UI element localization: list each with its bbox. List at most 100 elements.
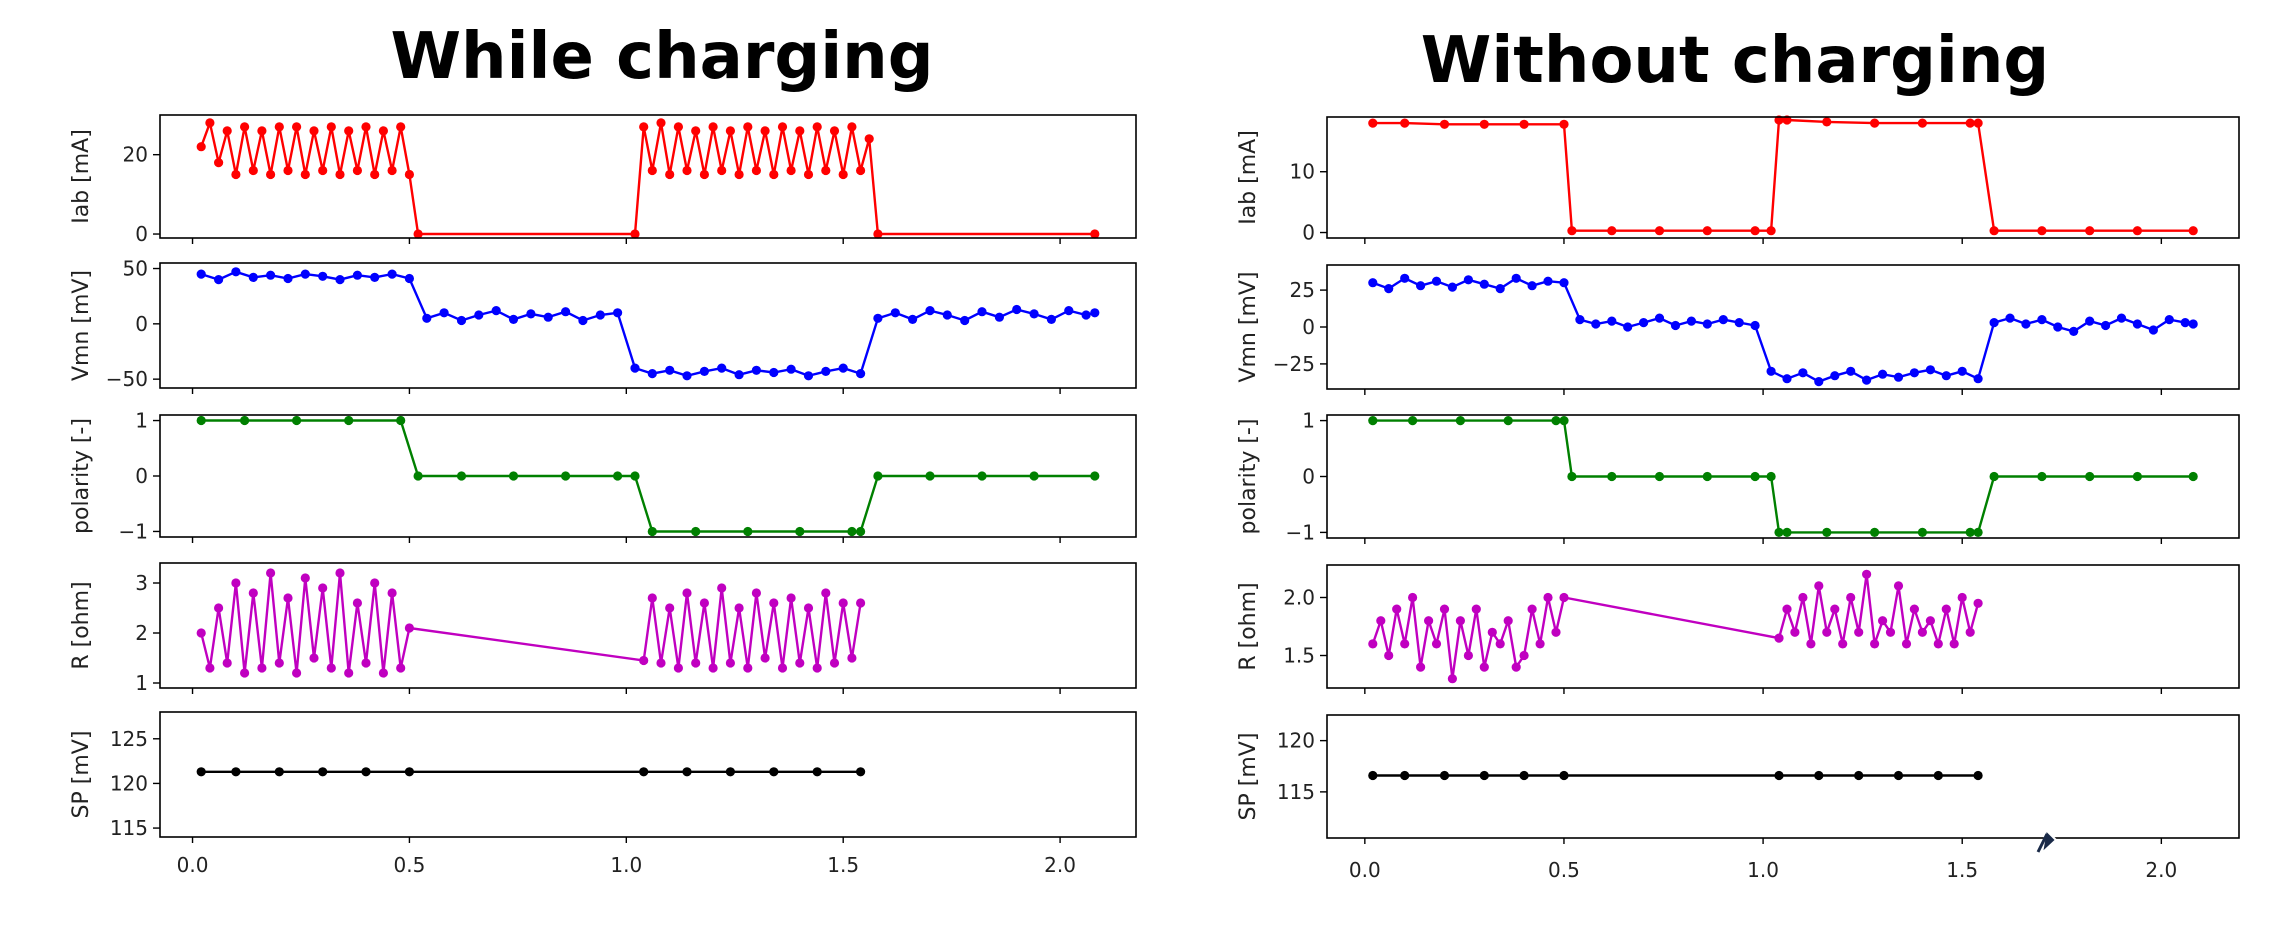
data-point	[734, 370, 744, 380]
data-point	[404, 623, 414, 633]
data-point	[1862, 569, 1872, 579]
y-tick-label: 0	[135, 312, 148, 336]
data-point	[821, 165, 831, 176]
x-tick-label: 0.5	[394, 853, 426, 877]
data-point	[2132, 319, 2142, 329]
y-tick-label: 0	[1302, 315, 1315, 339]
data-point	[1623, 322, 1633, 332]
y-tick-label: 115	[1277, 780, 1315, 804]
data-point	[1479, 279, 1489, 289]
y-axis-label: SP [mV]	[1236, 733, 1261, 821]
data-point	[2037, 226, 2047, 236]
data-point	[1846, 592, 1856, 603]
y-tick-label: 0	[135, 464, 148, 488]
data-point	[1893, 581, 1904, 591]
data-point	[743, 122, 753, 132]
data-point	[361, 122, 371, 132]
data-point	[1989, 471, 1999, 482]
data-point	[2085, 226, 2095, 236]
data-point	[1519, 119, 1529, 129]
data-point	[1408, 592, 1418, 603]
left-figure-title: While charging	[390, 20, 933, 94]
axes-frame	[159, 114, 1137, 239]
data-point	[231, 578, 241, 588]
data-point	[1368, 639, 1378, 649]
data-point	[1989, 226, 1999, 236]
data-point	[292, 122, 302, 132]
data-point	[760, 126, 770, 136]
data-point	[890, 308, 900, 318]
data-point	[691, 126, 701, 136]
data-point	[214, 275, 224, 285]
data-point	[352, 165, 362, 176]
data-point	[1862, 375, 1872, 385]
y-tick-label: −1	[119, 519, 148, 543]
data-point	[1957, 366, 1967, 376]
data-point	[231, 267, 241, 277]
data-point	[2188, 471, 2198, 482]
data-point	[2085, 316, 2095, 326]
data-point	[413, 471, 423, 481]
data-point	[856, 165, 866, 176]
data-point	[673, 663, 684, 673]
series-line	[200, 270, 1096, 378]
axes-frame	[1326, 714, 2240, 839]
panel-0-2: −1 0 1 polarity [-]	[69, 409, 1137, 543]
y-tick-label: 1	[1302, 409, 1315, 433]
data-point	[1503, 616, 1513, 626]
data-point	[1654, 313, 1665, 323]
data-point	[361, 767, 371, 777]
data-point	[214, 158, 224, 168]
data-point	[1368, 278, 1378, 288]
data-point	[786, 593, 796, 603]
data-point	[1973, 118, 1983, 128]
data-point	[2005, 313, 2015, 323]
y-axis-label: R [ohm]	[69, 581, 94, 669]
data-point	[1455, 616, 1465, 626]
data-point	[682, 588, 692, 598]
y-tick-label: 20	[123, 143, 148, 167]
data-point	[717, 363, 727, 373]
panel-0-4: 115 120 125 SP [mV]	[69, 711, 1137, 843]
data-point	[1854, 627, 1864, 637]
data-point	[1368, 118, 1378, 128]
data-point	[456, 471, 467, 481]
data-point	[1400, 770, 1410, 781]
series-line	[1371, 574, 1980, 679]
data-point	[1447, 674, 1457, 684]
data-point	[1933, 639, 1943, 649]
data-point	[1591, 319, 1601, 329]
data-point	[821, 366, 831, 376]
data-point	[1376, 616, 1386, 626]
data-point	[595, 310, 605, 320]
data-point	[370, 169, 380, 180]
data-point	[292, 668, 302, 678]
data-point	[1495, 639, 1505, 649]
data-point	[1527, 281, 1537, 291]
data-point	[1081, 310, 1091, 320]
data-point	[1957, 592, 1967, 603]
data-point	[1431, 276, 1442, 286]
data-point	[1774, 770, 1784, 781]
data-point	[1654, 226, 1665, 236]
data-point	[2132, 471, 2142, 482]
panel-1-4: 115 120 SP [mV]	[1236, 714, 2240, 844]
y-tick-label: 10	[1290, 160, 1315, 184]
data-point	[699, 366, 710, 376]
data-point	[370, 578, 380, 588]
data-point	[248, 588, 258, 598]
data-point	[526, 309, 536, 319]
data-point	[361, 658, 371, 668]
data-point	[283, 593, 293, 603]
data-point	[240, 415, 250, 426]
data-point	[196, 415, 206, 426]
data-point	[1925, 365, 1935, 375]
data-point	[647, 165, 657, 176]
data-point	[309, 126, 319, 136]
x-tick-label: 0.0	[1349, 858, 1381, 882]
data-point	[1702, 471, 1712, 482]
data-point	[1806, 639, 1816, 649]
data-point	[1392, 604, 1402, 614]
data-point	[769, 598, 779, 608]
data-point	[1400, 639, 1410, 649]
